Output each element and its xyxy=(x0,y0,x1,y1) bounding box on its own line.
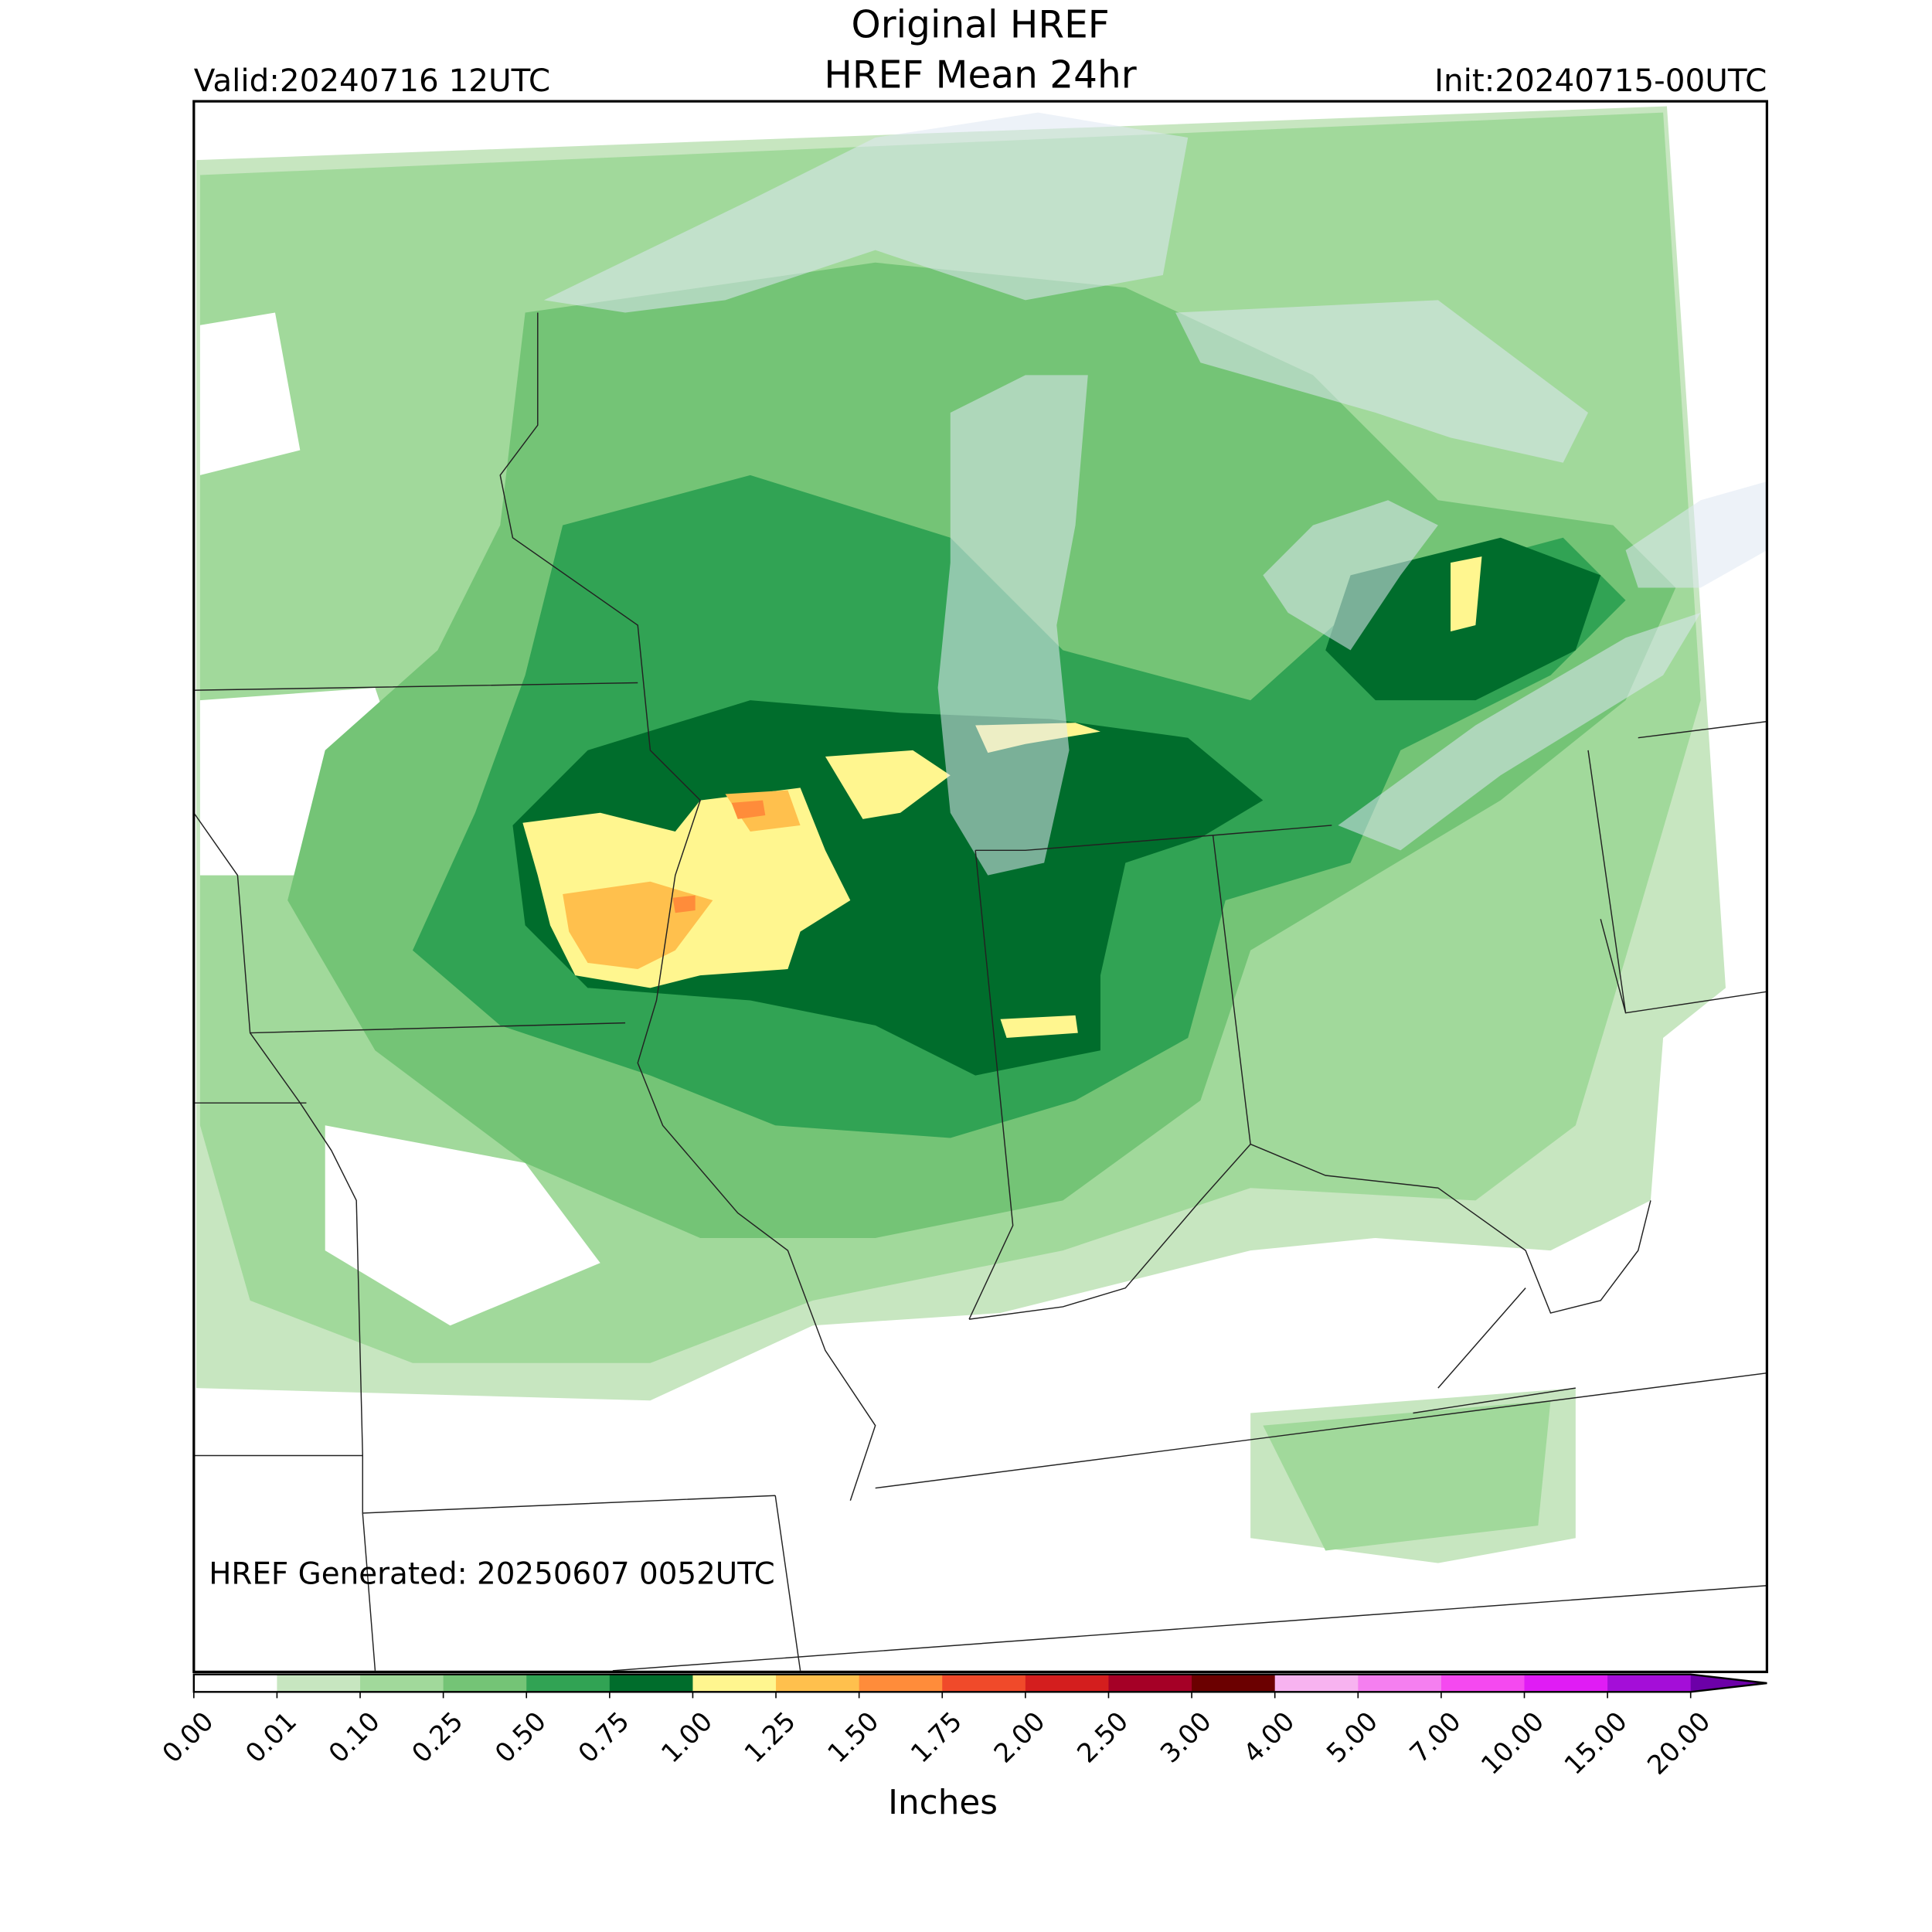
colorbar-segment xyxy=(1358,1674,1442,1692)
valid-time: Valid:20240716 12UTC xyxy=(194,62,550,99)
colorbar-tick-label: 15.00 xyxy=(1559,1706,1634,1781)
colorbar-segment xyxy=(1192,1674,1276,1692)
colorbar-tick-label: 0.25 xyxy=(406,1706,469,1770)
colorbar-tick-label: 1.75 xyxy=(905,1706,968,1770)
colorbar-outline xyxy=(192,1673,1767,1693)
precip-map: HREF Generated: 20250607 0052UTC xyxy=(193,101,1767,1672)
colorbar-segment xyxy=(360,1674,444,1692)
title: Original HREF xyxy=(852,4,1110,47)
colorbar-tick-label: 3.00 xyxy=(1155,1706,1218,1770)
colorbar-segment xyxy=(193,1674,278,1692)
map-frame xyxy=(192,100,1769,1674)
colorbar-segment xyxy=(277,1674,361,1692)
colorbar-segment xyxy=(443,1674,528,1692)
colorbar-tick-label: 2.00 xyxy=(988,1706,1052,1770)
colorbar-segment xyxy=(609,1674,694,1692)
colorbar-segment xyxy=(776,1674,860,1692)
colorbar-tick-label: 2.50 xyxy=(1071,1706,1134,1770)
colorbar-segment xyxy=(859,1674,944,1692)
colorbar-segment xyxy=(1524,1674,1608,1692)
colorbar-extend xyxy=(1690,1674,1767,1692)
colorbar-segment xyxy=(692,1674,777,1692)
colorbar-segment xyxy=(1607,1674,1692,1692)
colorbar: 0.00 0.01 0.10 0.25 0.50 0.75 1.00 1.25 1.50 1.75… xyxy=(157,1673,1767,1781)
colorbar-tick-label: 1.50 xyxy=(821,1706,885,1770)
subtitle: HREF Mean 24hr xyxy=(824,53,1136,97)
colorbar-tick-label: 1.25 xyxy=(739,1706,802,1770)
colorbar-tick-label: 20.00 xyxy=(1641,1706,1716,1781)
init-time: Init:20240715-00UTC xyxy=(1434,62,1767,99)
colorbar-tick-label: 4.00 xyxy=(1238,1706,1301,1770)
colorbar-label: Inches xyxy=(888,1783,998,1822)
generated-note: HREF Generated: 20250607 0052UTC xyxy=(209,1556,775,1591)
colorbar-segment xyxy=(1274,1674,1359,1692)
colorbar-tick-label: 0.10 xyxy=(323,1706,386,1770)
colorbar-tick-label: 10.00 xyxy=(1475,1706,1550,1781)
colorbar-tick-label: 0.50 xyxy=(489,1706,553,1770)
colorbar-segment xyxy=(1440,1674,1526,1692)
colorbar-tick-label: 0.01 xyxy=(240,1706,303,1770)
colorbar-tick-label: 5.00 xyxy=(1321,1706,1384,1770)
colorbar-segment xyxy=(1108,1674,1192,1692)
colorbar-tick-label: 0.00 xyxy=(157,1706,220,1770)
colorbar-segment xyxy=(526,1674,611,1692)
colorbar-segment xyxy=(942,1674,1026,1692)
colorbar-tick-label: 7.00 xyxy=(1404,1706,1468,1770)
colorbar-tick-label: 1.00 xyxy=(655,1706,719,1770)
colorbar-segment xyxy=(1025,1674,1110,1692)
colorbar-tick-label: 0.75 xyxy=(573,1706,636,1770)
